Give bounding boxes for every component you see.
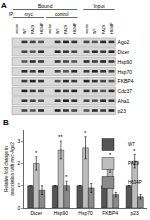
svg-text:WT: WT — [56, 27, 60, 34]
svg-text:WT: WT — [23, 27, 27, 34]
svg-text:FKBP4: FKBP4 — [118, 78, 134, 84]
svg-text:vector: vector — [85, 23, 89, 34]
svg-text:Input: Input — [93, 3, 105, 9]
svg-text:Hsp70: Hsp70 — [118, 69, 133, 75]
svg-text:vector: vector — [48, 23, 52, 34]
svg-text:control: control — [55, 12, 69, 17]
svg-text:PAZ9: PAZ9 — [31, 25, 35, 34]
svg-text:*: * — [84, 130, 87, 136]
svg-text:Bound: Bound — [38, 3, 53, 9]
svg-text:H634P: H634P — [110, 22, 114, 34]
svg-text:IP:: IP: — [9, 12, 15, 17]
svg-text:H634P: H634P — [128, 180, 142, 185]
svg-text:Dicer: Dicer — [30, 210, 42, 216]
svg-text:Hsp70: Hsp70 — [78, 210, 93, 216]
svg-text:PAZ9: PAZ9 — [102, 25, 106, 34]
svg-text:Ago2: Ago2 — [118, 39, 130, 45]
svg-text:WT: WT — [93, 27, 97, 34]
svg-text:*: * — [133, 148, 136, 154]
svg-text:vector: vector — [15, 23, 19, 34]
svg-text:FKBP4: FKBP4 — [102, 210, 118, 216]
svg-text:0: 0 — [18, 205, 21, 211]
svg-text:WT: WT — [128, 142, 135, 147]
svg-text:H634P: H634P — [40, 22, 44, 34]
svg-text:*: * — [35, 150, 38, 156]
svg-text:Hsp90: Hsp90 — [54, 210, 69, 216]
svg-text:H634P: H634P — [73, 22, 77, 34]
svg-text:B: B — [3, 118, 9, 127]
svg-text:*: * — [109, 152, 112, 158]
svg-text:A: A — [1, 1, 7, 10]
svg-text:p23: p23 — [131, 210, 140, 216]
svg-text:*: * — [65, 174, 68, 180]
svg-text:3: 3 — [18, 138, 21, 144]
svg-text:Relative fold change inassocia: Relative fold change inassociation with … — [4, 142, 15, 196]
svg-text:Hsp90: Hsp90 — [118, 59, 133, 65]
svg-text:**: ** — [58, 134, 63, 140]
svg-text:PAZ9: PAZ9 — [64, 25, 68, 34]
svg-text:1: 1 — [18, 182, 21, 188]
svg-text:2: 2 — [18, 160, 21, 166]
svg-text:p23: p23 — [118, 108, 127, 114]
svg-text:PAZ9: PAZ9 — [128, 161, 139, 166]
svg-text:Aha1: Aha1 — [118, 98, 130, 104]
svg-text:myc: myc — [24, 12, 33, 17]
svg-text:Cdc37: Cdc37 — [118, 88, 133, 94]
svg-text:Dicer: Dicer — [118, 49, 130, 55]
